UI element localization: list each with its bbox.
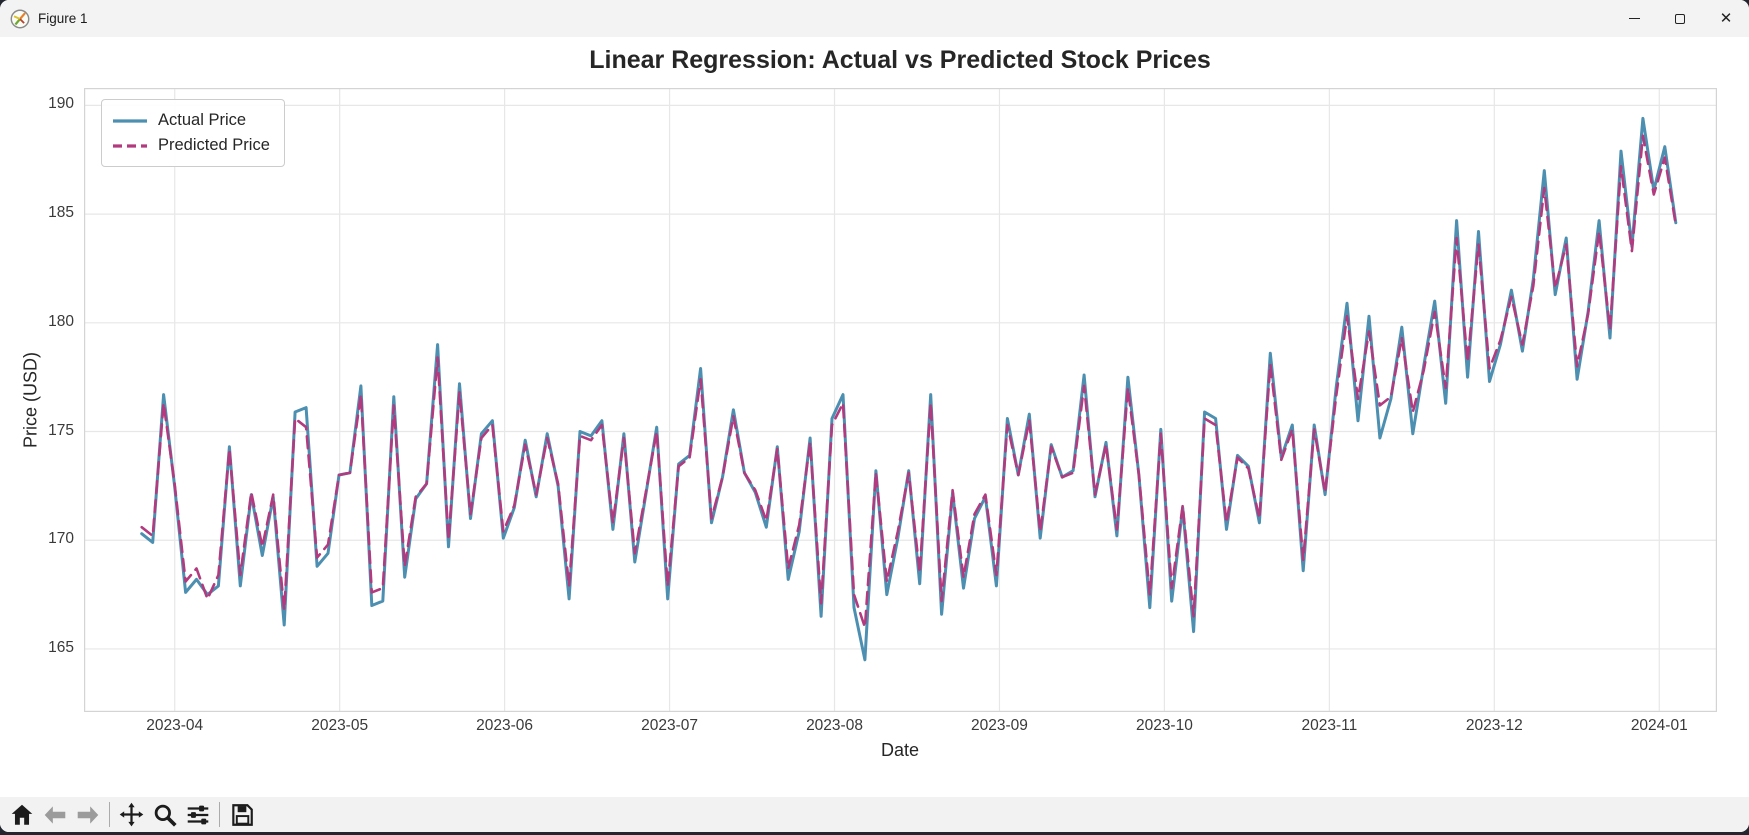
x-tick: 2024-01 (1630, 717, 1688, 734)
legend-line-sample (113, 118, 147, 123)
legend-line-sample (113, 143, 147, 148)
close-button[interactable]: ✕ (1703, 0, 1749, 37)
y-tick: 190 (48, 95, 74, 113)
x-tick: 2023-07 (641, 717, 698, 734)
maximize-icon (1675, 13, 1685, 24)
zoom-button[interactable] (148, 799, 181, 830)
window-title: Figure 1 (38, 11, 88, 26)
toolbar-separator (219, 802, 220, 827)
back-arrow-icon (44, 805, 65, 824)
forward-button[interactable] (71, 799, 104, 830)
forward-arrow-icon (77, 805, 98, 824)
x-tick: 2023-09 (971, 717, 1028, 734)
title-bar[interactable]: Figure 1 ✕ (0, 0, 1749, 37)
y-tick: 165 (48, 638, 74, 656)
grid-lines (84, 88, 1717, 712)
y-tick: 170 (48, 530, 74, 548)
x-tick: 2023-11 (1301, 717, 1358, 734)
navigation-toolbar (0, 797, 1749, 832)
toolbar-separator (109, 802, 110, 827)
home-icon (11, 804, 32, 825)
legend-entry: Predicted Price (112, 133, 270, 158)
plot-background (84, 88, 1717, 712)
minimize-button[interactable] (1611, 0, 1657, 37)
x-tick: 2023-08 (806, 717, 863, 734)
predicted-price-line (140, 134, 1678, 629)
pan-button[interactable] (115, 799, 148, 830)
figure-canvas: Linear Regression: Actual vs Predicted S… (0, 37, 1749, 797)
x-tick: 2023-06 (476, 717, 534, 734)
legend: Actual Price Predicted Price (101, 99, 285, 167)
x-tick: 2023-12 (1465, 717, 1523, 734)
sliders-icon (187, 805, 208, 824)
matplotlib-logo-icon (10, 9, 30, 28)
home-button[interactable] (5, 799, 38, 830)
minimize-icon (1628, 18, 1640, 19)
x-tick: 2023-05 (311, 717, 369, 734)
maximize-button[interactable] (1657, 0, 1703, 37)
y-tick: 175 (48, 421, 74, 439)
magnifier-icon (154, 804, 177, 827)
x-axis-label: Date (880, 740, 920, 760)
pan-icon (119, 802, 144, 827)
save-button[interactable] (225, 799, 258, 830)
x-tick: 2023-04 (146, 717, 204, 734)
legend-label: Predicted Price (158, 136, 270, 154)
back-button[interactable] (38, 799, 71, 830)
legend-entry: Actual Price (112, 108, 270, 133)
axes-spines (84, 88, 1717, 712)
y-tick: 185 (48, 204, 74, 222)
configure-subplots-button[interactable] (181, 799, 214, 830)
save-floppy-icon (231, 803, 253, 826)
legend-label: Actual Price (158, 111, 247, 129)
y-tick: 180 (48, 312, 74, 330)
plot-area[interactable] (84, 88, 1717, 712)
close-icon: ✕ (1719, 10, 1733, 27)
chart-title: Linear Regression: Actual vs Predicted S… (589, 46, 1211, 74)
x-tick: 2023-10 (1135, 717, 1193, 734)
